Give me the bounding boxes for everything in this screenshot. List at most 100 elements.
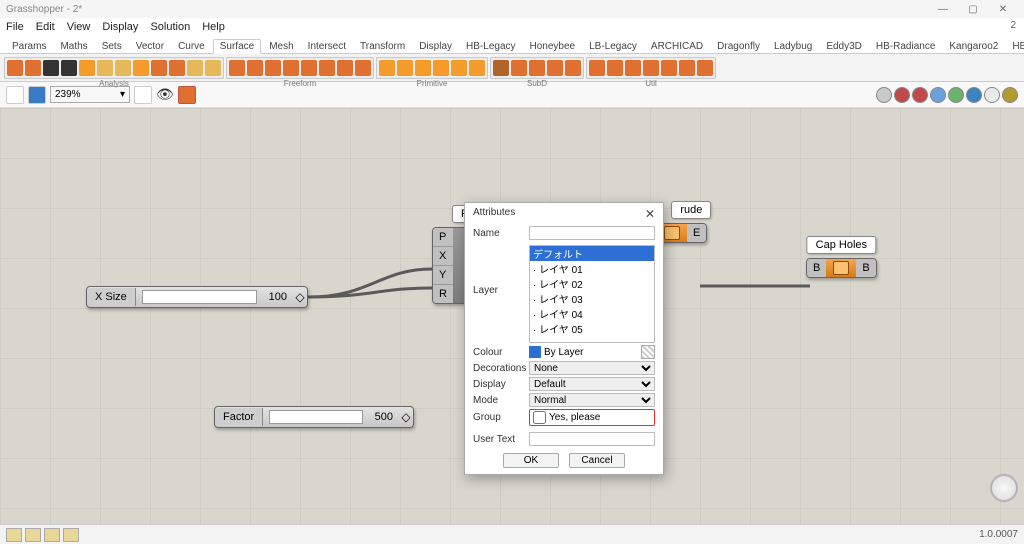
layer-item[interactable]: · レイヤ 02 — [530, 276, 654, 291]
ribbon-tool-icon[interactable] — [679, 60, 695, 76]
tab-lb-legacy[interactable]: LB-Legacy — [583, 40, 643, 53]
tab-ladybug[interactable]: Ladybug — [768, 40, 818, 53]
save-icon[interactable] — [28, 86, 46, 104]
close-button[interactable]: ✕ — [988, 4, 1018, 15]
ribbon-tool-icon[interactable] — [25, 60, 41, 76]
layer-item[interactable]: · レイヤ 01 — [530, 261, 654, 276]
ribbon-tool-icon[interactable] — [187, 60, 203, 76]
open-icon[interactable] — [6, 86, 24, 104]
slider-output-grip[interactable]: ◇ — [293, 290, 307, 304]
mode-select[interactable]: Normal — [529, 393, 655, 407]
colour-swatch[interactable] — [529, 346, 541, 358]
group-checkbox[interactable] — [533, 411, 546, 424]
display-mode-icon[interactable] — [876, 87, 892, 103]
input-param[interactable]: P — [433, 228, 453, 247]
tab-hb-energy[interactable]: HB-Energy — [1006, 40, 1024, 53]
menu-help[interactable]: Help — [202, 21, 225, 33]
ribbon-tool-icon[interactable] — [529, 60, 545, 76]
ribbon-tool-icon[interactable] — [7, 60, 23, 76]
output-param[interactable]: B — [856, 259, 875, 277]
ribbon-tool-icon[interactable] — [229, 60, 245, 76]
status-icon[interactable] — [44, 528, 60, 542]
ribbon-tool-icon[interactable] — [415, 60, 431, 76]
slider-xsize[interactable]: X Size 100 ◇ — [86, 286, 308, 308]
display-mode-icon[interactable] — [948, 87, 964, 103]
tab-dragonfly[interactable]: Dragonfly — [711, 40, 766, 53]
tab-mesh[interactable]: Mesh — [263, 40, 299, 53]
ribbon-tool-icon[interactable] — [493, 60, 509, 76]
slider-factor[interactable]: Factor 500 ◇ — [214, 406, 414, 428]
tab-kangaroo2[interactable]: Kangaroo2 — [943, 40, 1004, 53]
hatch-icon[interactable] — [641, 345, 655, 359]
ribbon-tool-icon[interactable] — [61, 60, 77, 76]
view-icon[interactable]: 👁 — [156, 86, 174, 103]
sketch-icon[interactable] — [178, 86, 196, 104]
menu-edit[interactable]: Edit — [36, 21, 55, 33]
ribbon-tool-icon[interactable] — [607, 60, 623, 76]
ribbon-tool-icon[interactable] — [469, 60, 485, 76]
status-icon[interactable] — [25, 528, 41, 542]
input-param[interactable]: B — [807, 259, 826, 277]
menu-view[interactable]: View — [67, 21, 91, 33]
slider-track[interactable] — [269, 410, 362, 424]
tab-vector[interactable]: Vector — [130, 40, 170, 53]
tab-archicad[interactable]: ARCHICAD — [645, 40, 709, 53]
ribbon-tool-icon[interactable] — [319, 60, 335, 76]
ribbon-tool-icon[interactable] — [115, 60, 131, 76]
ribbon-tool-icon[interactable] — [337, 60, 353, 76]
tab-eddy3d[interactable]: Eddy3D — [820, 40, 868, 53]
display-mode-icon[interactable] — [894, 87, 910, 103]
ribbon-tool-icon[interactable] — [661, 60, 677, 76]
ribbon-tool-icon[interactable] — [511, 60, 527, 76]
ribbon-tool-icon[interactable] — [547, 60, 563, 76]
status-icon[interactable] — [6, 528, 22, 542]
tab-surface[interactable]: Surface — [213, 39, 261, 54]
ribbon-tool-icon[interactable] — [433, 60, 449, 76]
layer-item[interactable]: · レイヤ 04 — [530, 306, 654, 321]
tab-honeybee[interactable]: Honeybee — [524, 40, 582, 53]
layer-item[interactable]: デフォルト — [530, 246, 654, 261]
display-mode-icon[interactable] — [912, 87, 928, 103]
cancel-button[interactable]: Cancel — [569, 453, 625, 468]
component-capholes[interactable]: Cap Holes B B — [806, 258, 877, 278]
ribbon-tool-icon[interactable] — [397, 60, 413, 76]
ribbon-tool-icon[interactable] — [97, 60, 113, 76]
tab-intersect[interactable]: Intersect — [302, 40, 352, 53]
usertext-input[interactable] — [529, 432, 655, 446]
menu-file[interactable]: File — [6, 21, 24, 33]
ribbon-tool-icon[interactable] — [283, 60, 299, 76]
display-mode-icon[interactable] — [966, 87, 982, 103]
tab-curve[interactable]: Curve — [172, 40, 211, 53]
zoom-extents-icon[interactable] — [134, 86, 152, 104]
ribbon-tool-icon[interactable] — [355, 60, 371, 76]
ribbon-tool-icon[interactable] — [643, 60, 659, 76]
input-param[interactable]: R — [433, 285, 453, 303]
zoom-dropdown[interactable]: 239%▾ — [50, 86, 130, 103]
display-mode-icon[interactable] — [1002, 87, 1018, 103]
input-param[interactable]: X — [433, 247, 453, 266]
ribbon-tool-icon[interactable] — [265, 60, 281, 76]
tab-hb-radiance[interactable]: HB-Radiance — [870, 40, 941, 53]
display-select[interactable]: Default — [529, 377, 655, 391]
name-input[interactable] — [529, 226, 655, 240]
ribbon-tool-icon[interactable] — [205, 60, 221, 76]
ribbon-tool-icon[interactable] — [565, 60, 581, 76]
compass-dial[interactable] — [990, 474, 1018, 502]
tab-params[interactable]: Params — [6, 40, 52, 53]
display-mode-icon[interactable] — [930, 87, 946, 103]
layer-item[interactable]: · レイヤ 05 — [530, 321, 654, 336]
ribbon-tool-icon[interactable] — [247, 60, 263, 76]
tab-display[interactable]: Display — [413, 40, 458, 53]
ok-button[interactable]: OK — [503, 453, 559, 468]
decorations-select[interactable]: None — [529, 361, 655, 375]
tab-maths[interactable]: Maths — [54, 40, 93, 53]
display-mode-icon[interactable] — [984, 87, 1000, 103]
tab-transform[interactable]: Transform — [354, 40, 411, 53]
ribbon-tool-icon[interactable] — [451, 60, 467, 76]
output-param[interactable]: E — [687, 224, 706, 242]
ribbon-tool-icon[interactable] — [301, 60, 317, 76]
ribbon-tool-icon[interactable] — [589, 60, 605, 76]
ribbon-tool-icon[interactable] — [169, 60, 185, 76]
ribbon-tool-icon[interactable] — [379, 60, 395, 76]
close-icon[interactable]: ✕ — [645, 207, 655, 221]
